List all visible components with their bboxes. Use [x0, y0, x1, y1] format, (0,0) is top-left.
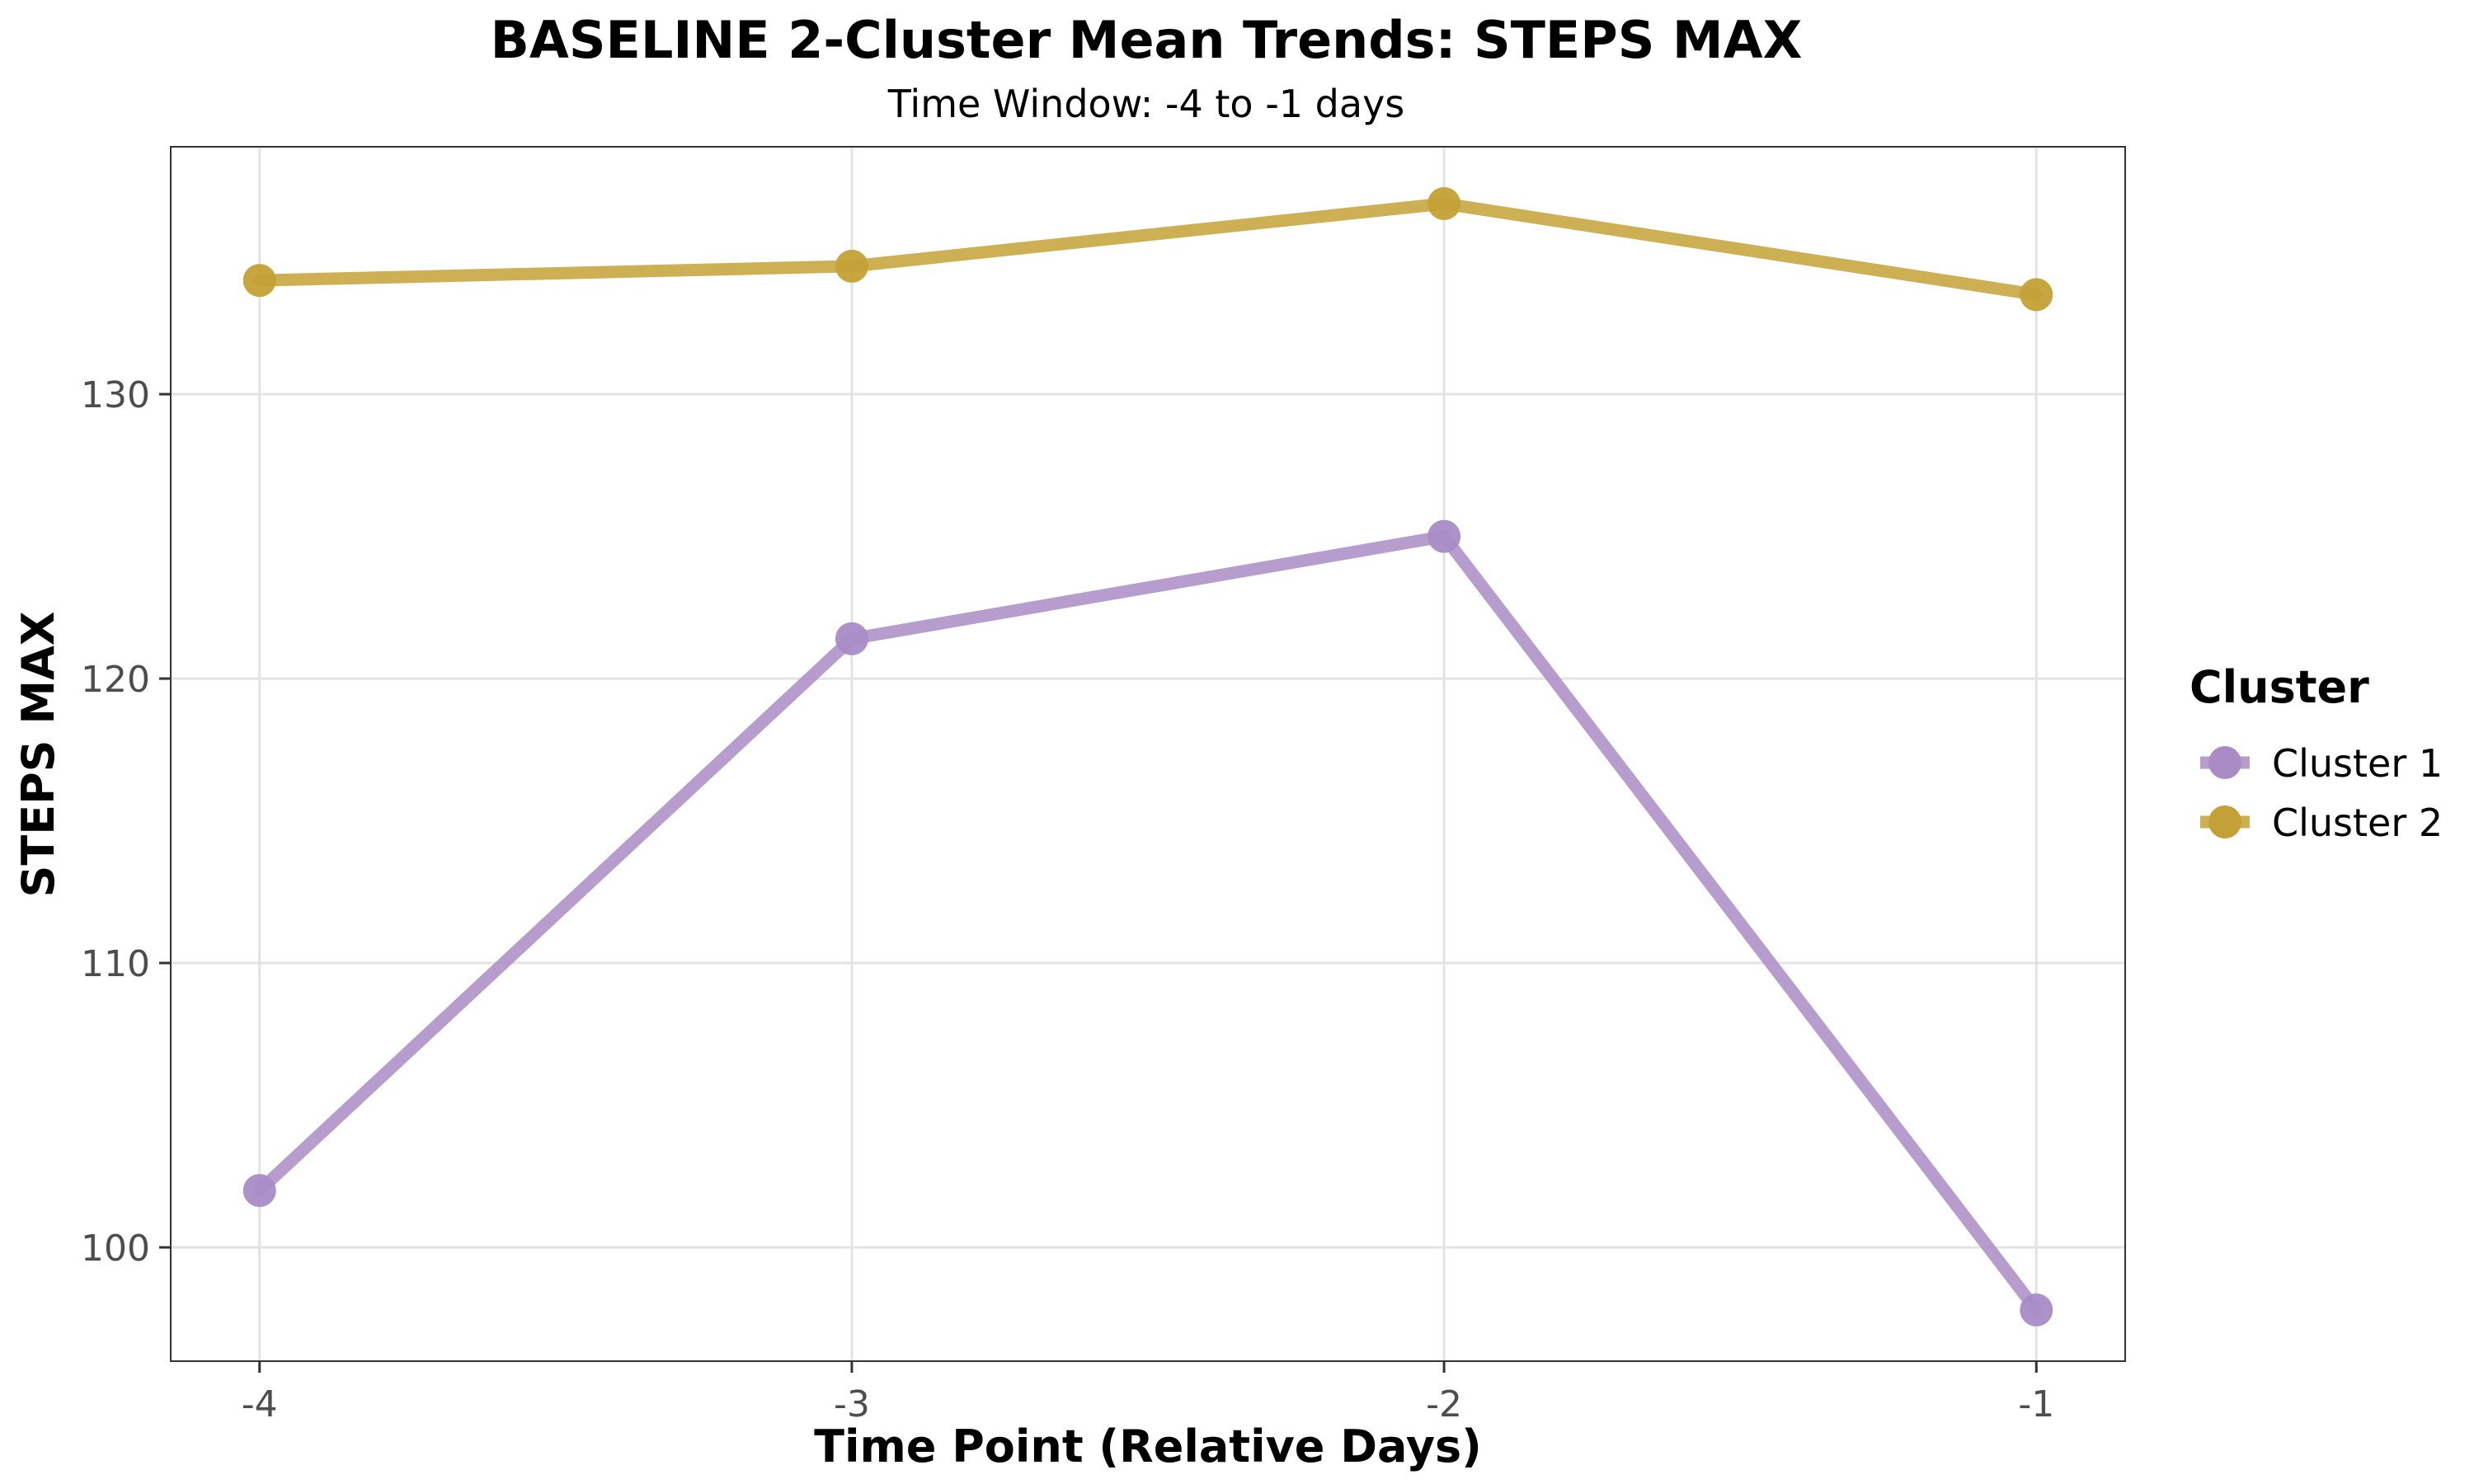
series-layer: [242, 186, 2053, 1327]
legend-title: Cluster: [2189, 661, 2369, 713]
y-tick-label: 100: [81, 1228, 150, 1270]
legend-items: Cluster 1 Cluster 2: [2200, 741, 2443, 845]
x-tick-label: -1: [2018, 1383, 2054, 1425]
data-point-cluster-1: [2020, 1293, 2053, 1327]
series-line-cluster-2: [253, 197, 2043, 301]
axis-ticks: -4 -3 -2 -1 100 110 120 130: [81, 374, 2054, 1425]
legend-key-marker: [2208, 805, 2241, 838]
x-tick-label: -4: [242, 1383, 278, 1425]
legend-label-cluster-2: Cluster 2: [2272, 801, 2443, 845]
y-axis-title: STEPS MAX: [12, 611, 64, 897]
plot-frame: [170, 146, 2126, 1362]
chart-title: BASELINE 2-Cluster Mean Trends: STEPS MA…: [491, 10, 1803, 70]
data-point-cluster-2: [2020, 278, 2053, 312]
data-point-cluster-1: [835, 622, 868, 655]
y-tick-label: 120: [81, 659, 150, 701]
data-point-cluster-1: [242, 1174, 276, 1208]
data-point-cluster-2: [835, 249, 868, 283]
series-line-cluster-1: [253, 530, 2043, 1317]
legend-label-cluster-1: Cluster 1: [2272, 741, 2443, 786]
x-tick-label: -3: [834, 1383, 870, 1425]
x-tick-label: -2: [1426, 1383, 1462, 1425]
y-tick-label: 110: [81, 943, 150, 985]
grid: [171, 147, 2125, 1361]
legend: Cluster Cluster 1 Cluster 2: [2189, 661, 2443, 845]
x-axis-title: Time Point (Relative Days): [814, 1421, 1482, 1472]
legend-key-marker: [2208, 746, 2241, 779]
data-point-cluster-2: [242, 264, 276, 298]
data-point-cluster-1: [1427, 519, 1461, 553]
chart-subtitle: Time Window: -4 to -1 days: [887, 82, 1405, 126]
y-tick-label: 130: [81, 374, 150, 416]
data-point-cluster-2: [1427, 186, 1461, 220]
